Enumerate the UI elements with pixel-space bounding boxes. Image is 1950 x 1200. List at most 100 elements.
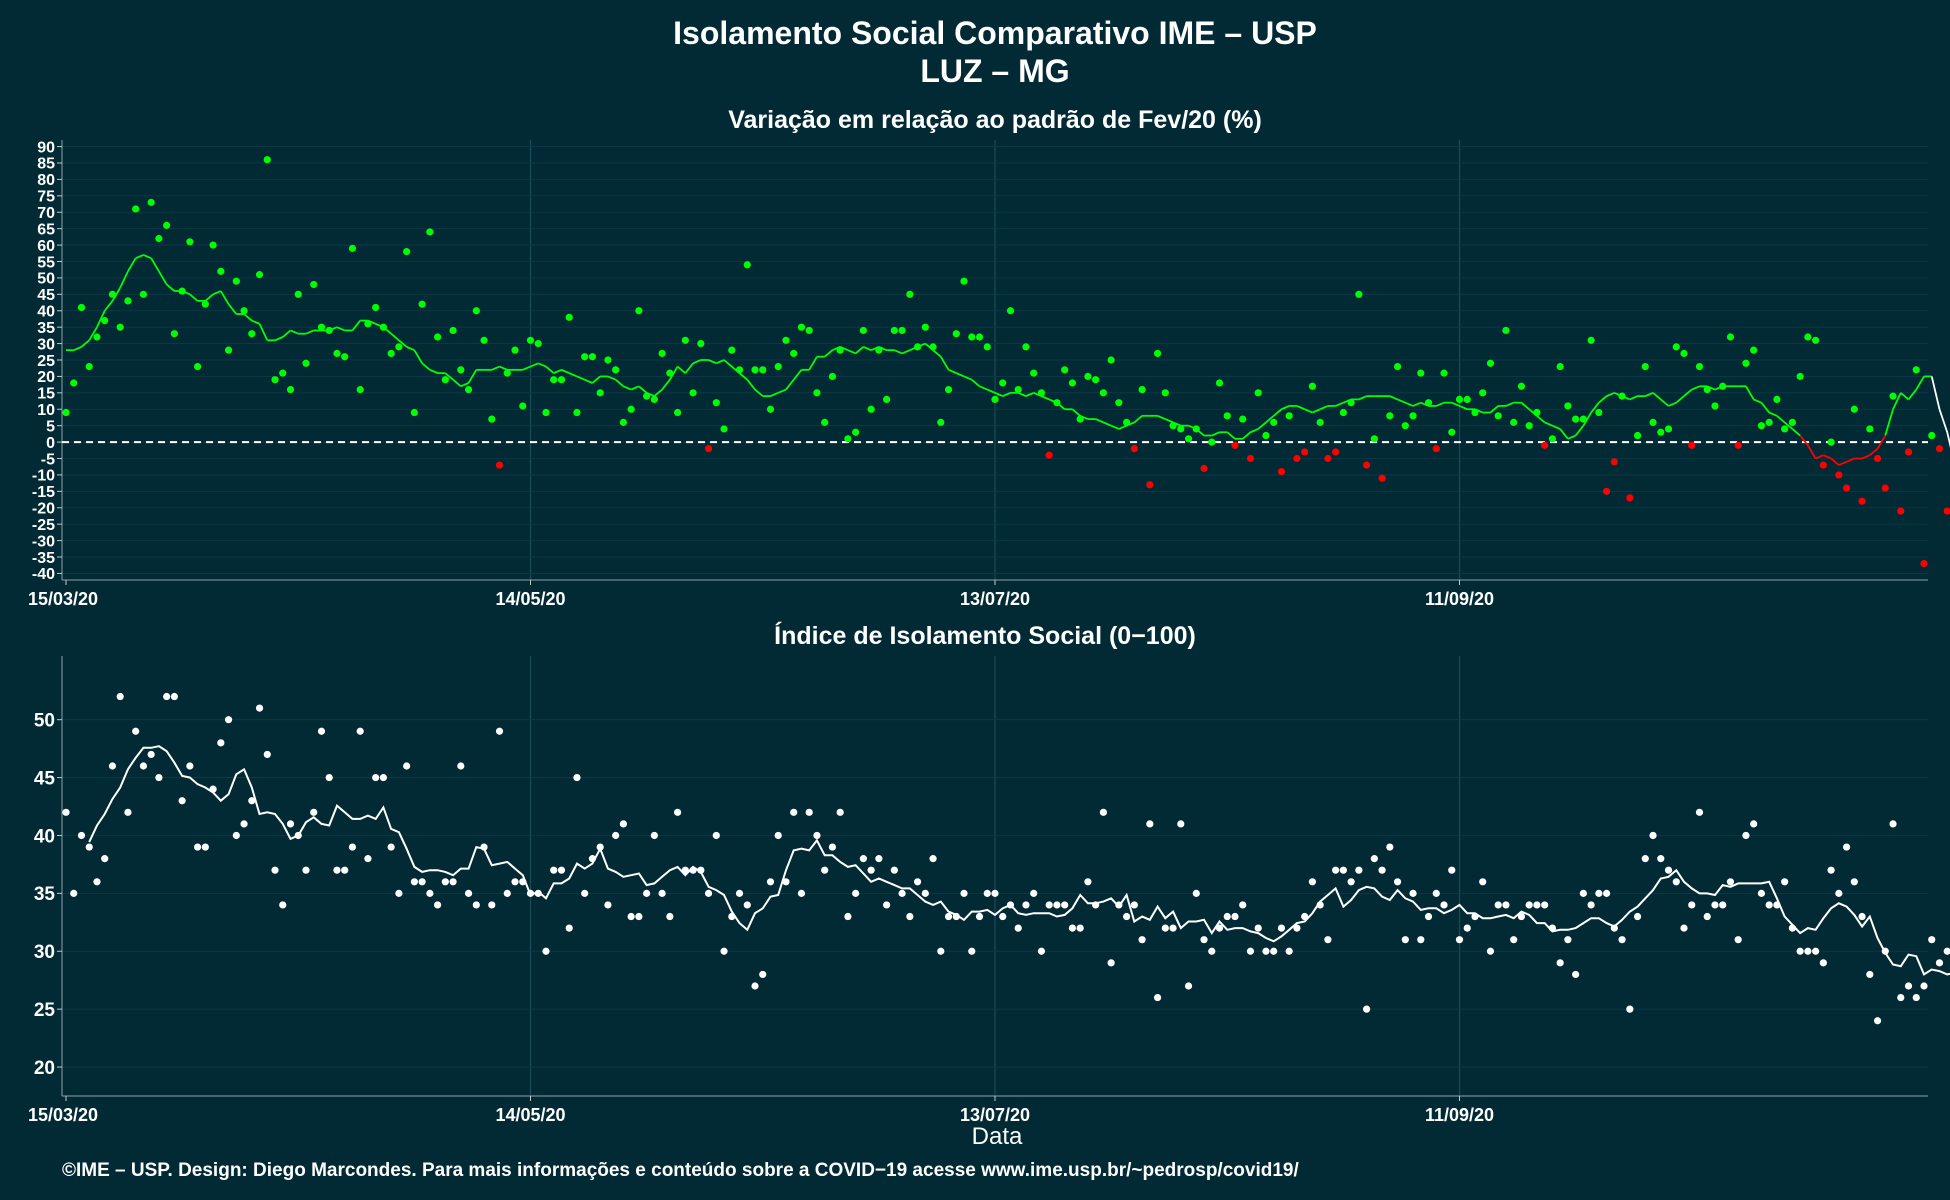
- top-data-point: [1649, 418, 1657, 426]
- top-moving-average-segment: [545, 365, 555, 374]
- top-data-point: [1494, 412, 1502, 420]
- top-moving-average-segment: [421, 362, 431, 371]
- bottom-data-point: [1812, 947, 1820, 955]
- bottom-data-point: [132, 727, 140, 735]
- bottom-data-point: [565, 924, 573, 932]
- top-data-point: [1928, 431, 1936, 440]
- bottom-data-point: [1192, 889, 1200, 897]
- top-data-point: [1045, 451, 1053, 459]
- top-data-point: [1858, 497, 1866, 505]
- top-y-tick-label: 80: [37, 172, 55, 189]
- figure-subtitle: LUZ – MG: [920, 53, 1069, 89]
- top-moving-average-segment: [227, 303, 238, 315]
- bottom-data-point: [766, 878, 775, 886]
- top-data-point: [62, 408, 70, 417]
- top-data-point: [890, 326, 898, 335]
- top-x-tick-label: 14/05/20: [495, 589, 565, 609]
- top-y-tick-label: 35: [37, 320, 55, 337]
- top-data-point: [1711, 402, 1719, 410]
- top-moving-average-segment: [1861, 454, 1871, 460]
- bottom-data-point: [1308, 878, 1317, 886]
- bottom-y-tick-label: 20: [34, 1058, 55, 1079]
- bottom-data-point: [1061, 901, 1069, 909]
- top-data-point: [1788, 418, 1796, 426]
- top-data-point: [1463, 395, 1471, 404]
- bottom-data-point: [859, 855, 867, 863]
- top-moving-average-segment: [940, 356, 950, 371]
- top-data-point: [1587, 336, 1595, 344]
- bottom-data-point: [1014, 924, 1022, 932]
- bottom-data-point: [643, 889, 651, 897]
- top-data-point: [581, 353, 589, 361]
- bottom-data-point: [619, 820, 628, 828]
- bottom-data-point: [1773, 901, 1781, 909]
- top-data-point: [116, 323, 124, 331]
- top-data-point: [1610, 458, 1618, 466]
- x-axis-title: Data: [972, 1123, 1023, 1150]
- bottom-data-point: [124, 808, 132, 816]
- top-data-point: [1053, 399, 1061, 407]
- top-moving-average-segment: [467, 369, 478, 384]
- top-data-point: [1084, 372, 1092, 381]
- bottom-data-point: [1146, 820, 1154, 828]
- bottom-data-point: [379, 773, 388, 782]
- top-moving-average-segment: [1118, 424, 1127, 430]
- top-moving-average-segment: [537, 362, 547, 368]
- top-data-point: [1417, 369, 1425, 377]
- bottom-data-point: [286, 820, 295, 828]
- bottom-data-point: [666, 912, 674, 921]
- top-moving-average-segment: [1552, 424, 1561, 430]
- bottom-data-point: [194, 843, 202, 851]
- top-data-point: [1440, 369, 1448, 377]
- top-data-point: [163, 221, 171, 229]
- bottom-data-point: [588, 855, 597, 863]
- bottom-data-point: [488, 901, 496, 909]
- bottom-data-point: [929, 855, 937, 863]
- bottom-data-point: [1417, 936, 1425, 944]
- top-data-point: [790, 349, 798, 358]
- top-data-point: [403, 248, 411, 256]
- top-data-point: [883, 395, 891, 404]
- bottom-data-point: [1788, 924, 1796, 932]
- top-data-point: [434, 333, 442, 341]
- top-moving-average-segment: [1319, 405, 1329, 411]
- top-data-point: [194, 362, 202, 371]
- top-moving-average-segment: [1242, 431, 1252, 440]
- top-moving-average-segment: [754, 388, 764, 397]
- bottom-data-point: [1037, 947, 1046, 955]
- top-y-tick-label: -5: [41, 451, 55, 468]
- bottom-data-point: [797, 889, 806, 897]
- top-moving-average-segment: [1002, 392, 1011, 397]
- top-moving-average-segment: [738, 372, 748, 381]
- bottom-data-point: [697, 866, 705, 874]
- top-data-point: [1602, 487, 1611, 495]
- top-data-point: [464, 385, 473, 394]
- top-moving-average-segment: [955, 372, 965, 378]
- top-data-point: [813, 389, 821, 397]
- top-data-point: [387, 349, 395, 358]
- top-y-tick-label: 90: [37, 139, 55, 156]
- top-data-point: [1572, 415, 1580, 423]
- top-data-point: [759, 366, 767, 374]
- bottom-data-point: [1463, 924, 1471, 932]
- top-moving-average-segment: [1892, 392, 1902, 410]
- top-moving-average-segment: [630, 385, 640, 391]
- top-moving-average-segment: [1257, 421, 1267, 430]
- top-data-point: [751, 366, 759, 374]
- top-moving-average-segment: [1412, 401, 1422, 407]
- top-data-point: [1424, 399, 1433, 407]
- top-data-point: [844, 435, 852, 443]
- bottom-data-point: [302, 866, 310, 874]
- top-data-point: [1688, 441, 1696, 449]
- top-moving-average-segment: [530, 362, 539, 368]
- top-moving-average-segment: [1652, 392, 1662, 401]
- top-data-point: [960, 277, 968, 285]
- bottom-data-point: [1873, 1017, 1882, 1025]
- bottom-data-point: [155, 773, 163, 782]
- top-data-point: [480, 336, 488, 344]
- bottom-data-point: [1347, 878, 1355, 886]
- top-moving-average-segment: [1683, 388, 1693, 397]
- bottom-data-point: [1223, 912, 1231, 921]
- bottom-data-point: [472, 901, 480, 909]
- bottom-data-point: [1363, 1005, 1371, 1013]
